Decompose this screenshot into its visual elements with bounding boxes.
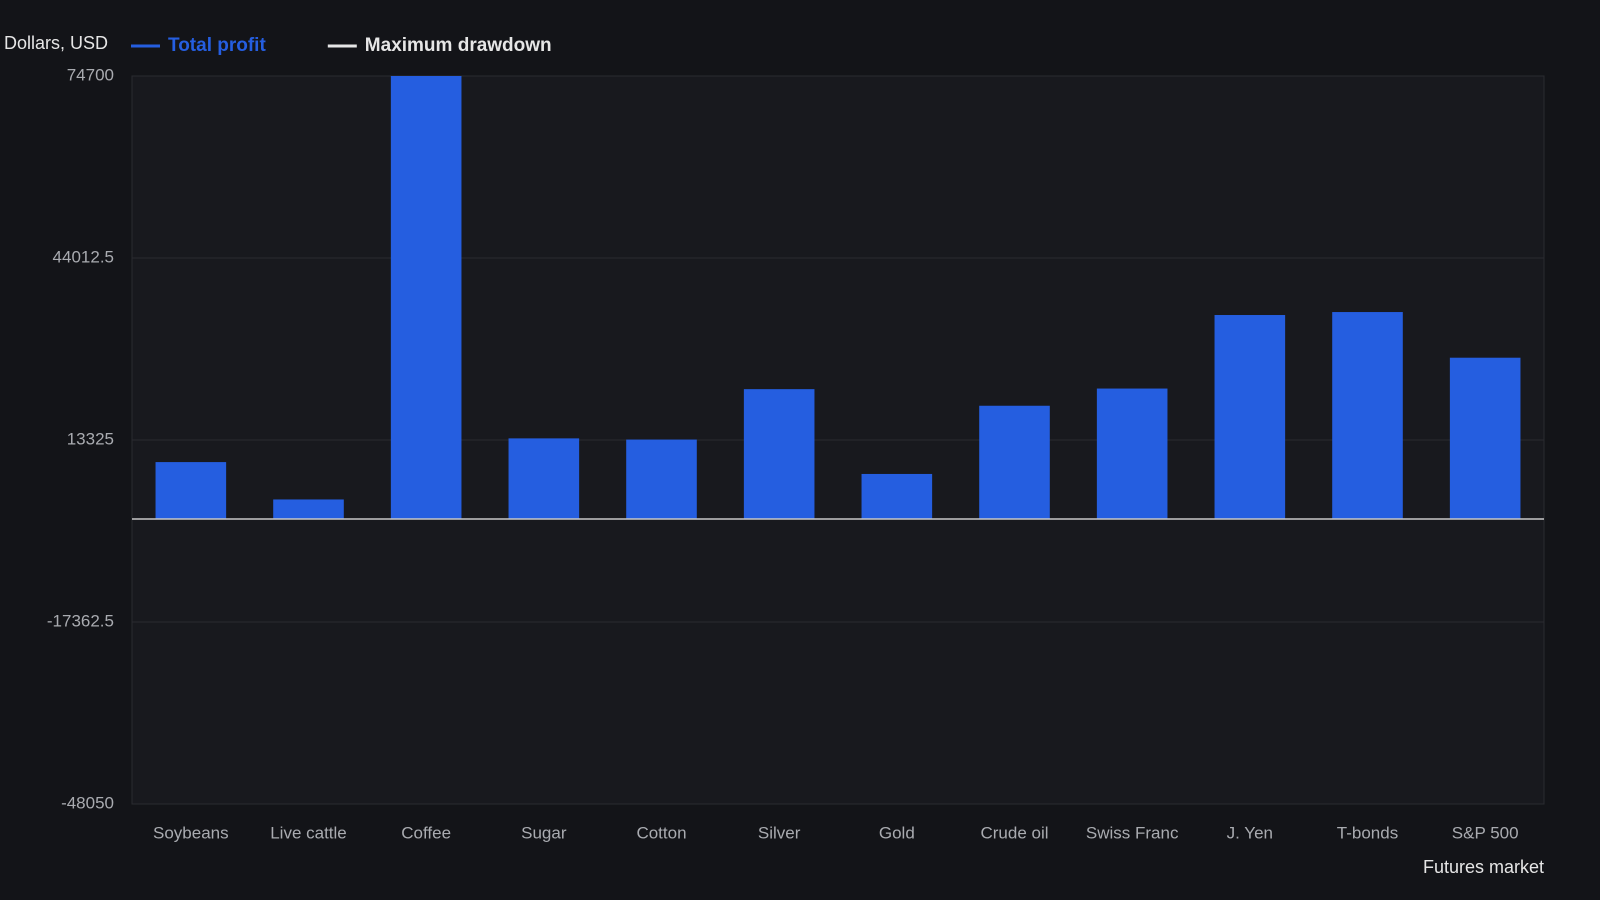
- x-tick-label: Crude oil: [980, 823, 1048, 842]
- bar: [979, 405, 1050, 520]
- bar: [1449, 357, 1521, 520]
- bar: [861, 473, 933, 520]
- y-tick-label: -17362.5: [47, 611, 114, 630]
- x-tick-label: Swiss Franc: [1086, 823, 1179, 842]
- bar: [390, 76, 462, 520]
- x-tick-label: T-bonds: [1337, 823, 1398, 842]
- legend-entry[interactable]: Maximum drawdown: [365, 35, 552, 56]
- x-axis-label: Futures market: [1423, 857, 1544, 877]
- x-tick-label: J. Yen: [1227, 823, 1273, 842]
- bar: [508, 438, 580, 520]
- bar: [1096, 388, 1168, 520]
- bar: [1332, 312, 1403, 520]
- x-tick-label: Soybeans: [153, 823, 229, 842]
- x-tick-label: Silver: [758, 823, 801, 842]
- x-tick-label: Gold: [879, 823, 915, 842]
- legend-entry[interactable]: Total profit: [168, 35, 266, 56]
- bar: [743, 389, 815, 520]
- y-tick-label: 13325: [67, 429, 114, 448]
- bar: [1214, 315, 1286, 520]
- y-tick-label: -48050: [61, 793, 114, 812]
- x-tick-label: Sugar: [521, 823, 567, 842]
- bar: [273, 499, 344, 520]
- x-tick-label: Cotton: [636, 823, 686, 842]
- x-tick-label: S&P 500: [1452, 823, 1519, 842]
- x-tick-label: Coffee: [401, 823, 451, 842]
- bar: [626, 439, 697, 520]
- x-tick-label: Live cattle: [270, 823, 347, 842]
- y-tick-label: 44012.5: [53, 247, 114, 266]
- y-axis-label: Dollars, USD: [4, 33, 108, 53]
- bar: [155, 462, 227, 520]
- y-tick-label: 74700: [67, 65, 114, 84]
